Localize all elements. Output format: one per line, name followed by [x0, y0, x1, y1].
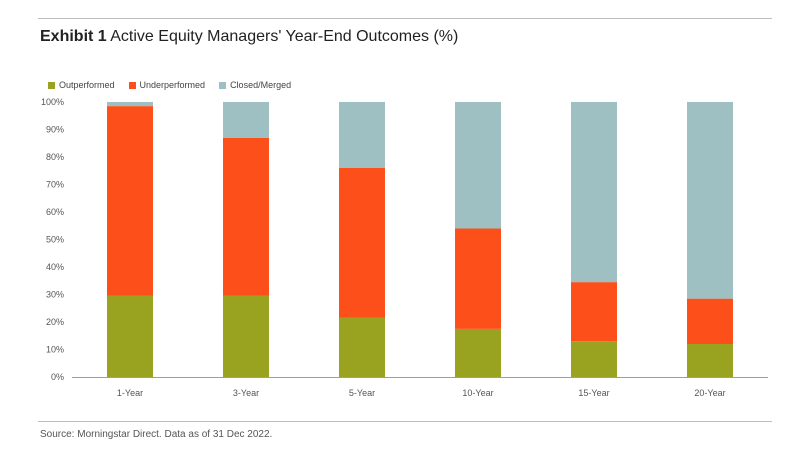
bar-segment-closed-merged-20-year	[687, 102, 733, 299]
title-text: Active Equity Managers' Year-End Outcome…	[110, 28, 459, 45]
y-tick-label: 50%	[46, 235, 64, 245]
y-tick-label: 30%	[46, 290, 64, 300]
bar-segment-underperformed-3-year	[223, 137, 269, 296]
y-tick-label: 80%	[46, 152, 64, 162]
bar-segment-underperformed-1-year	[107, 106, 153, 296]
legend-swatch-outperformed	[48, 81, 55, 89]
legend-swatch-underperformed	[128, 81, 136, 89]
exhibit-label: Exhibit 1	[40, 28, 107, 45]
legend-item-outperformed: Outperformed	[48, 80, 115, 90]
bar-segment-closed-merged-3-year	[223, 102, 269, 138]
bar-segment-underperformed-20-year	[687, 298, 733, 344]
y-tick-label: 40%	[46, 262, 64, 272]
bar-segment-closed-merged-1-year	[107, 102, 153, 107]
bar-segment-closed-merged-15-year	[571, 102, 617, 283]
chart-title: Exhibit 1 Active Equity Managers' Year-E…	[40, 28, 458, 46]
y-tick-label: 100%	[41, 97, 64, 107]
top-rule	[38, 18, 772, 19]
y-tick-label: 60%	[46, 207, 64, 217]
x-tick-label: 10-Year	[462, 388, 493, 398]
bar-segment-outperformed-5-year	[339, 317, 385, 377]
bar-segment-outperformed-10-year	[455, 328, 501, 377]
x-tick-label: 1-Year	[117, 388, 143, 398]
x-tick-label: 20-Year	[694, 388, 725, 398]
bar-segment-closed-merged-10-year	[455, 102, 501, 229]
legend-swatch-closed-merged	[219, 81, 227, 89]
bar-segment-underperformed-10-year	[455, 228, 501, 329]
legend-label-closed-merged: Closed/Merged	[230, 80, 292, 90]
y-tick-label: 10%	[46, 345, 64, 355]
y-tick-label: 20%	[46, 317, 64, 327]
bar-segment-outperformed-1-year	[107, 295, 153, 377]
legend-label-underperformed: Underperformed	[139, 80, 206, 90]
y-tick-label: 90%	[46, 125, 64, 135]
legend-label-outperformed: Outperformed	[59, 80, 115, 90]
x-tick-label: 15-Year	[578, 388, 609, 398]
bar-segment-outperformed-3-year	[223, 295, 269, 377]
y-tick-label: 70%	[46, 180, 64, 190]
bar-segment-outperformed-15-year	[571, 341, 617, 377]
legend: Outperformed Underperformed Closed/Merge…	[48, 80, 291, 90]
y-tick-label: 0%	[51, 372, 64, 382]
bar-segment-closed-merged-5-year	[339, 102, 385, 168]
bar-segment-underperformed-5-year	[339, 168, 385, 318]
x-tick-label: 3-Year	[233, 388, 259, 398]
source-note: Source: Morningstar Direct. Data as of 3…	[40, 429, 273, 440]
legend-item-closed-merged: Closed/Merged	[219, 80, 291, 90]
bar-segment-outperformed-20-year	[687, 344, 733, 377]
x-tick-label: 5-Year	[349, 388, 375, 398]
bar-segment-underperformed-15-year	[571, 282, 617, 342]
bottom-rule	[38, 421, 772, 422]
legend-item-underperformed: Underperformed	[128, 80, 206, 90]
